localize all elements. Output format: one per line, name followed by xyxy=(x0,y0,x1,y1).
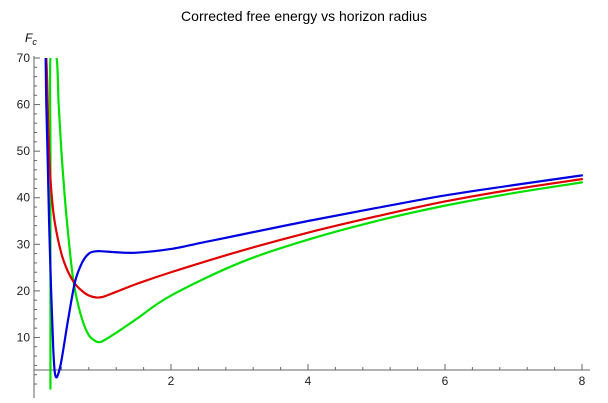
axes: 2 4 6 8 10 20 30 40 50 60 70 xyxy=(17,51,590,398)
y-tick-label: 20 xyxy=(17,284,31,298)
y-tick-label: 30 xyxy=(17,237,31,251)
x-tick-label: 6 xyxy=(442,374,449,388)
y-tick-label: 50 xyxy=(17,144,31,158)
plot-area xyxy=(44,58,584,390)
y-tick-label: 70 xyxy=(17,51,31,65)
x-tick-label: 4 xyxy=(305,374,312,388)
series-line-3 xyxy=(44,58,584,379)
y-tick-label: 40 xyxy=(17,191,31,205)
x-tick-label: 2 xyxy=(168,374,175,388)
x-tick-label: 8 xyxy=(579,374,586,388)
series-line-2 xyxy=(45,58,584,299)
y-tick-label: 60 xyxy=(17,98,31,112)
y-axis-label: Fc xyxy=(25,31,37,47)
y-tick-label: 10 xyxy=(17,330,31,344)
chart-title: Corrected free energy vs horizon radius xyxy=(181,8,427,24)
series-line-1 xyxy=(48,58,584,390)
